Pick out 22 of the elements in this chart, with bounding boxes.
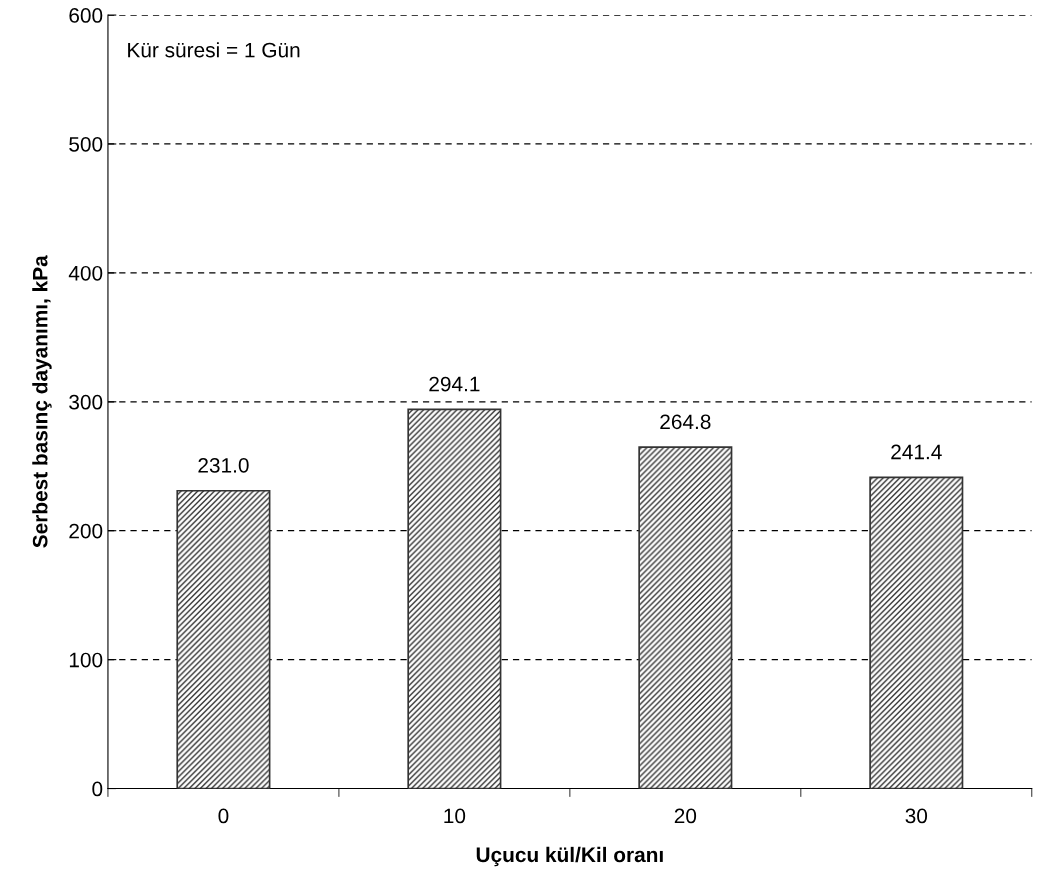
y-tick-label: 400 [68,265,103,281]
bar [407,408,502,789]
x-tick-label: 0 [218,808,229,824]
y-tick-label: 0 [92,781,103,797]
annotation: Kür süresi = 1 Gün [128,42,300,58]
x-tick-label: 30 [905,808,928,824]
y-tick-label: 600 [69,8,103,23]
data-label: 294.1 [429,376,480,392]
y-tick-label: 200 [69,523,103,539]
bar [869,476,964,789]
y-axis-title: Serbest basınç dayanımı, kPa [32,255,52,548]
data-label: 264.8 [660,414,711,430]
x-axis-title: Uçucu kül/Kil oranı [476,846,663,867]
data-label: 231.0 [198,457,249,473]
y-tick-label: 500 [69,136,103,152]
y-tick-label: 100 [69,652,103,668]
x-tick-label: 20 [674,808,697,824]
bar [638,446,733,789]
y-tick-label: 300 [69,394,103,410]
data-label: 241.4 [891,444,942,460]
x-tick-label: 10 [444,808,466,824]
bar [176,489,271,789]
